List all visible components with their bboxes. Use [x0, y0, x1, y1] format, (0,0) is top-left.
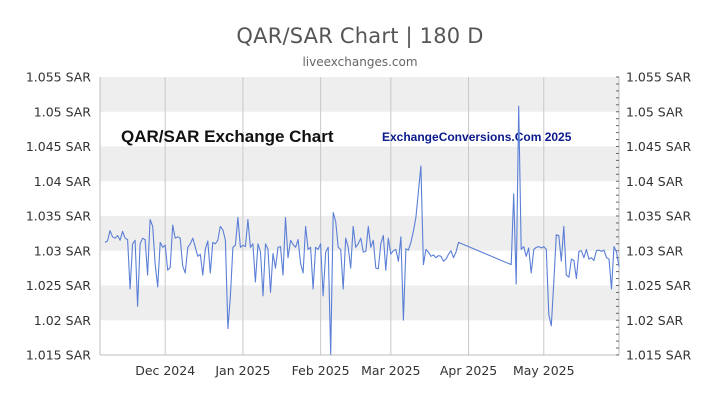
y-tick-label-right: 1.025 SAR: [626, 278, 691, 293]
chart-subtitle: liveexchanges.com: [302, 55, 418, 69]
y-tick-label-right: 1.04 SAR: [626, 174, 684, 189]
x-tick-label: Dec 2024: [135, 363, 195, 378]
y-tick-label-right: 1.045 SAR: [626, 139, 691, 154]
y-tick-label-left: 1.035 SAR: [26, 209, 91, 224]
series-layer: [104, 105, 620, 355]
band-5: [100, 146, 619, 182]
y-tick-label-right: 1.055 SAR: [626, 70, 691, 85]
x-tick-label: Apr 2025: [440, 363, 497, 378]
x-tick-label: May 2025: [513, 363, 575, 378]
y-tick-label-left: 1.03 SAR: [34, 243, 92, 258]
y-tick-label-left: 1.05 SAR: [34, 104, 92, 119]
band-7: [100, 77, 619, 112]
watermark-left: QAR/SAR Exchange Chart: [121, 127, 334, 146]
background-bands: [100, 77, 619, 321]
watermark-right: ExchangeConversions.Com 2025: [382, 130, 572, 144]
y-tick-label-left: 1.02 SAR: [34, 313, 92, 328]
y-tick-label-right: 1.05 SAR: [626, 104, 684, 119]
y-tick-label-right: 1.02 SAR: [626, 313, 684, 328]
right-minor-ticks: [616, 76, 619, 356]
y-tick-label-left: 1.055 SAR: [26, 70, 91, 85]
y-tick-label-left: 1.025 SAR: [26, 278, 91, 293]
vertical-gridlines: [164, 77, 545, 355]
y-tick-label-left: 1.045 SAR: [26, 139, 91, 154]
chart-title: QAR/SAR Chart | 180 D: [236, 24, 484, 48]
x-tick-label: Jan 2025: [214, 363, 270, 378]
y-tick-label-left: 1.04 SAR: [34, 174, 92, 189]
x-axis-labels: Dec 2024 Jan 2025 Feb 2025 Mar 2025 Apr 2025…: [135, 363, 574, 378]
x-tick-label: Feb 2025: [292, 363, 350, 378]
y-axis-left-labels: 1.015 SAR 1.02 SAR 1.025 SAR 1.03 SAR 1.035 …: [26, 70, 91, 363]
series-line-0: [104, 105, 620, 355]
y-axis-right-labels: 1.015 SAR 1.02 SAR 1.025 SAR 1.03 SAR 1.035 …: [626, 70, 691, 363]
x-tick-label: Mar 2025: [361, 363, 420, 378]
band-3: [100, 216, 619, 251]
band-1: [100, 285, 619, 321]
y-tick-label-right: 1.015 SAR: [626, 348, 691, 363]
y-tick-label-left: 1.015 SAR: [26, 348, 91, 363]
y-tick-label-right: 1.035 SAR: [626, 209, 691, 224]
y-tick-label-right: 1.03 SAR: [626, 243, 684, 258]
